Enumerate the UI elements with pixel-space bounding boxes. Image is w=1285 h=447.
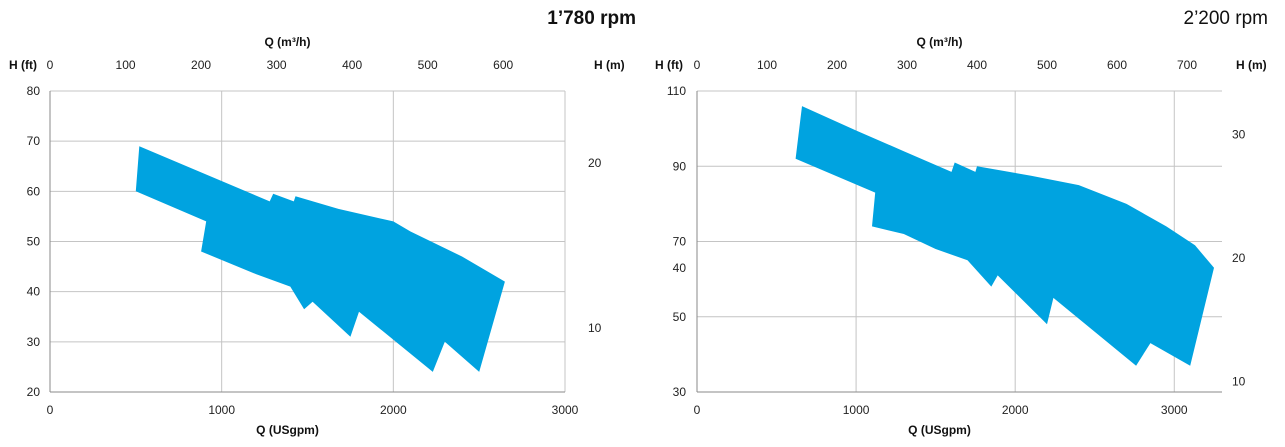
x2-tick-label: 0 bbox=[694, 58, 701, 72]
x-tick-label: 1000 bbox=[208, 403, 235, 417]
x2-axis-title: Q (m³/h) bbox=[917, 35, 963, 49]
y-tick-label: 40 bbox=[673, 261, 687, 275]
operating-range-area bbox=[795, 106, 1214, 366]
y2-tick-label: 20 bbox=[1232, 251, 1246, 265]
y2-axis-title: H (m) bbox=[594, 58, 625, 72]
x-tick-label: 2000 bbox=[1002, 403, 1029, 417]
y-tick-label: 60 bbox=[27, 184, 41, 198]
x2-axis-title: Q (m³/h) bbox=[265, 35, 311, 49]
x2-tick-label: 200 bbox=[827, 58, 847, 72]
y-tick-label: 70 bbox=[27, 134, 41, 148]
y-tick-label: 110 bbox=[667, 84, 686, 98]
y2-tick-label: 10 bbox=[588, 321, 602, 335]
x2-tick-label: 700 bbox=[1177, 58, 1197, 72]
x-tick-label: 1000 bbox=[843, 403, 870, 417]
y-tick-label: 90 bbox=[673, 159, 687, 173]
operating-range-area bbox=[135, 146, 505, 372]
x2-tick-label: 100 bbox=[116, 58, 136, 72]
rpm-title: 2’200 rpm bbox=[1184, 8, 1269, 29]
x2-tick-label: 600 bbox=[1107, 58, 1127, 72]
y-axis-title: H (ft) bbox=[9, 58, 37, 72]
x2-tick-label: 0 bbox=[47, 58, 54, 72]
x-tick-label: 3000 bbox=[1161, 403, 1188, 417]
x2-tick-label: 100 bbox=[757, 58, 777, 72]
x2-tick-label: 300 bbox=[267, 58, 287, 72]
x2-tick-label: 400 bbox=[967, 58, 987, 72]
rpm-title: 1’780 rpm bbox=[547, 8, 636, 29]
y-tick-label: 50 bbox=[27, 235, 41, 249]
y-tick-label: 50 bbox=[673, 310, 687, 324]
y-tick-label: 70 bbox=[673, 235, 687, 249]
y-tick-label: 30 bbox=[673, 385, 687, 399]
y-tick-label: 30 bbox=[27, 335, 41, 349]
x2-tick-label: 600 bbox=[493, 58, 513, 72]
x2-tick-label: 200 bbox=[191, 58, 211, 72]
y2-tick-label: 30 bbox=[1232, 128, 1246, 142]
y-tick-label: 80 bbox=[27, 84, 41, 98]
y-tick-label: 40 bbox=[27, 285, 41, 299]
y-axis-title: H (ft) bbox=[655, 58, 683, 72]
x-tick-label: 0 bbox=[47, 403, 54, 417]
x2-tick-label: 400 bbox=[342, 58, 362, 72]
x2-tick-label: 500 bbox=[1037, 58, 1057, 72]
x-tick-label: 3000 bbox=[552, 403, 579, 417]
x-axis-title: Q (USgpm) bbox=[908, 423, 971, 437]
x2-tick-label: 500 bbox=[418, 58, 438, 72]
y-tick-label: 20 bbox=[27, 385, 41, 399]
x2-tick-label: 300 bbox=[897, 58, 917, 72]
x-tick-label: 2000 bbox=[380, 403, 407, 417]
x-tick-label: 0 bbox=[694, 403, 701, 417]
y2-tick-label: 20 bbox=[588, 156, 602, 170]
x-axis-title: Q (USgpm) bbox=[256, 423, 319, 437]
y2-tick-label: 10 bbox=[1232, 374, 1246, 388]
y2-axis-title: H (m) bbox=[1236, 58, 1267, 72]
